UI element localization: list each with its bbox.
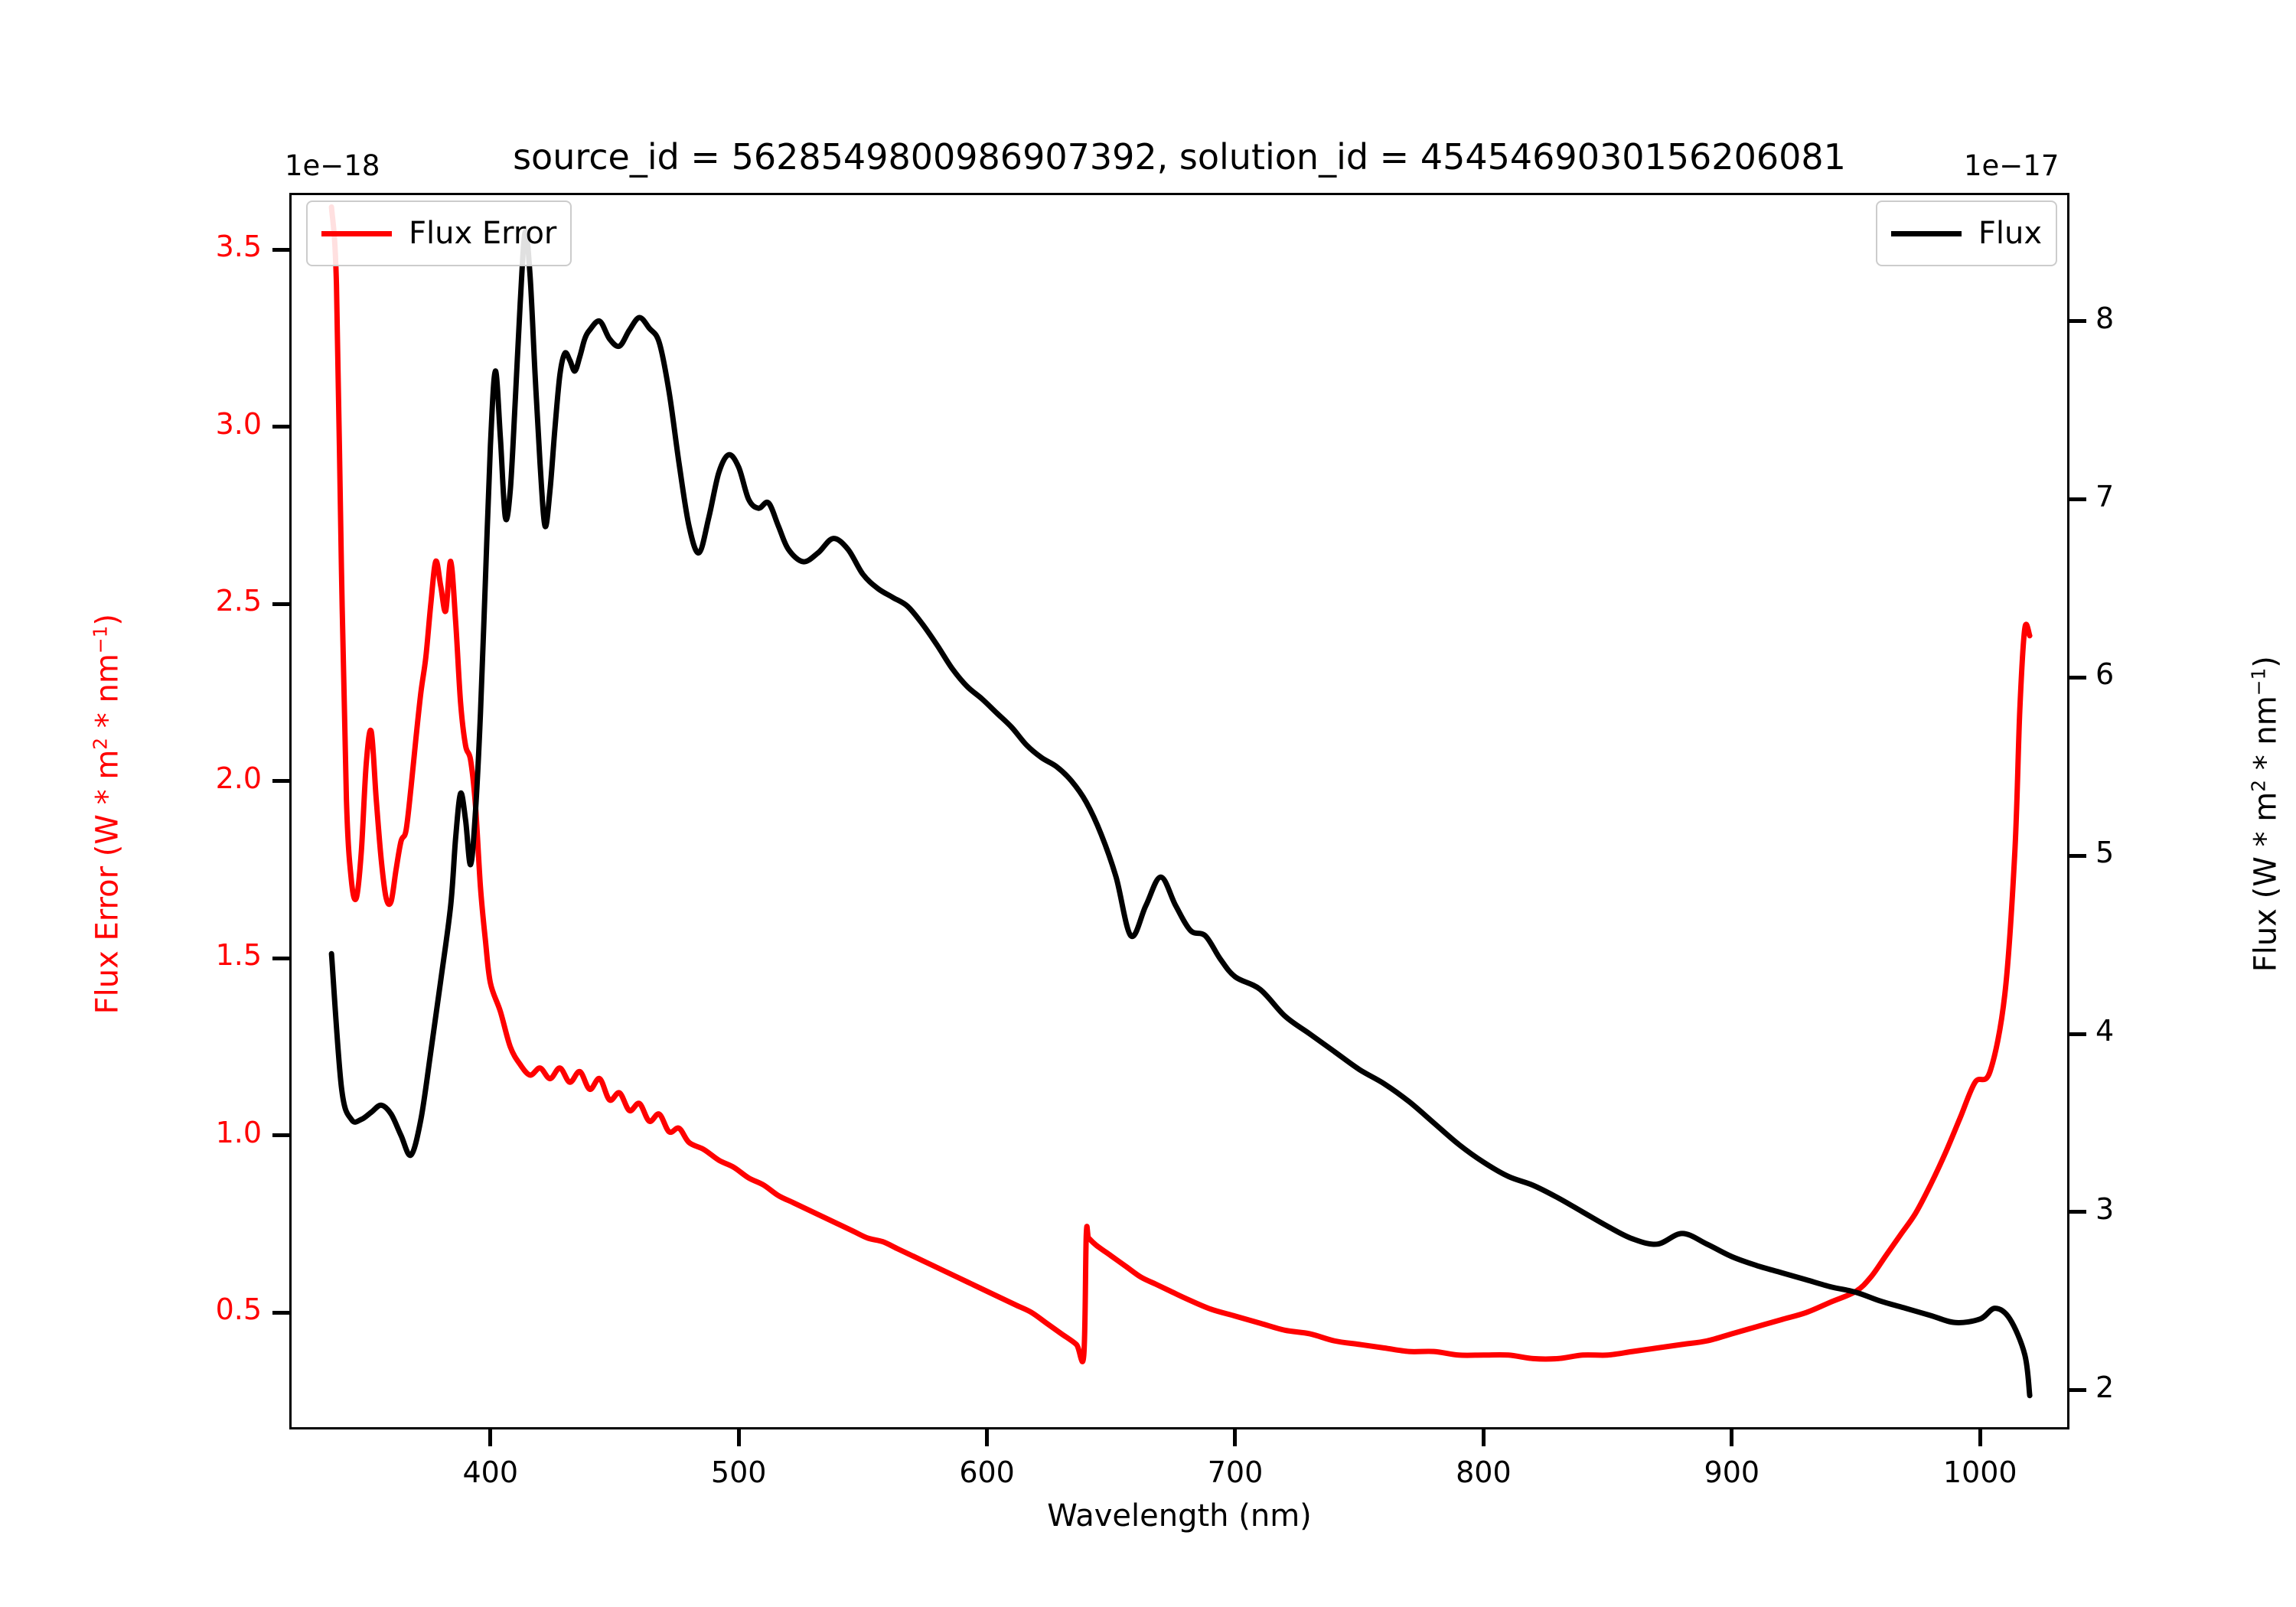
tick-mark [985,1429,990,1446]
right-tick-label: 8 [2095,301,2115,335]
legend-flux[interactable]: Flux [1875,200,2057,266]
left-tick-label: 1.0 [215,1115,262,1149]
tick-mark [2069,1388,2086,1393]
tick-mark [2069,1032,2086,1036]
legend-flux-error[interactable]: Flux Error [306,200,572,266]
right-tick-label: 4 [2095,1014,2115,1048]
x-tick-label: 1000 [1942,1455,2017,1489]
left-tick-label: 1.5 [215,938,262,973]
right-tick-label: 6 [2095,657,2115,692]
tick-mark [2069,675,2086,680]
tick-mark [2069,497,2086,501]
chart-title: source_id = 5628549800986907392, solutio… [513,136,1846,178]
x-axis-label: Wavelength (nm) [1047,1498,1312,1534]
right-tick-label: 5 [2095,836,2115,870]
tick-mark [272,601,289,606]
axes-frame [289,193,2069,1429]
tick-mark [736,1429,741,1446]
tick-mark [1481,1429,1486,1446]
x-tick-label: 900 [1704,1455,1760,1489]
tick-mark [272,779,289,784]
x-tick-label: 400 [462,1455,519,1489]
left-tick-label: 3.0 [215,406,262,441]
tick-mark [488,1429,493,1446]
legend-label-flux-error: Flux Error [409,216,557,251]
legend-label-flux: Flux [1978,216,2042,251]
x-tick-label: 600 [959,1455,1015,1489]
x-tick-label: 700 [1207,1455,1264,1489]
left-tick-label: 2.5 [215,584,262,618]
tick-mark [272,247,289,252]
tick-mark [2069,853,2086,858]
tick-mark [1730,1429,1734,1446]
left-tick-label: 2.0 [215,761,262,795]
legend-line-swatch-flux-error [321,230,392,236]
tick-mark [1233,1429,1238,1446]
left-tick-label: 0.5 [215,1292,262,1327]
left-axis-label: Flux Error (W * m2 * nm−1) [89,614,126,1015]
left-tick-label: 3.5 [215,230,262,264]
left-axis-offset-text: 1e−18 [285,149,380,182]
tick-mark [1978,1429,1982,1446]
right-tick-label: 3 [2095,1191,2115,1226]
tick-mark [2069,1210,2086,1214]
x-tick-label: 800 [1456,1455,1512,1489]
tick-mark [272,1310,289,1315]
tick-mark [2069,319,2086,324]
legend-line-swatch-flux [1890,230,1962,236]
right-axis-offset-text: 1e−17 [1964,149,2060,182]
right-tick-label: 7 [2095,479,2115,513]
x-tick-label: 500 [710,1455,767,1489]
right-tick-label: 2 [2095,1370,2115,1404]
right-axis-label: Flux (W * m2 * nm−1) [2247,656,2284,973]
tick-mark [272,956,289,960]
tick-mark [272,425,289,429]
tick-mark [272,1133,289,1138]
